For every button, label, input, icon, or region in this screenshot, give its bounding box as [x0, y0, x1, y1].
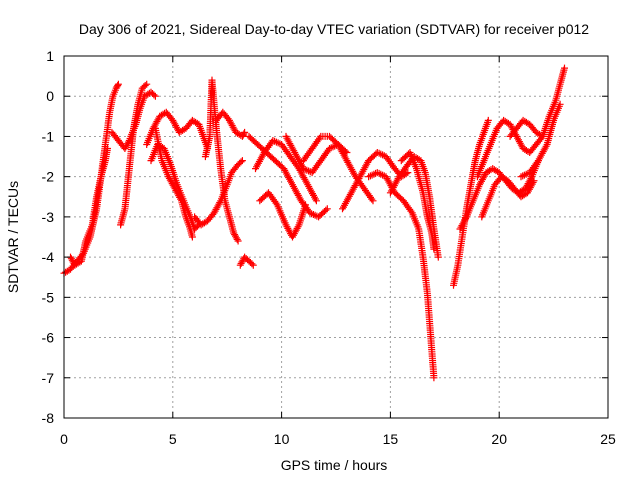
- plus-markers: [506, 64, 568, 140]
- plus-markers: [151, 124, 196, 241]
- plus-markers: [397, 149, 438, 253]
- series-arc-i: [191, 157, 246, 229]
- plus-markers: [365, 169, 438, 382]
- series-arc-r: [365, 169, 438, 382]
- series-arc-n: [256, 189, 309, 241]
- y-tick-label: 0: [46, 88, 54, 104]
- x-tick-label: 5: [169, 431, 177, 447]
- chart-title: Day 306 of 2021, Sidereal Day-to-day VTE…: [79, 21, 589, 37]
- series-arc-d: [117, 80, 151, 229]
- y-tick-label: -4: [42, 249, 55, 265]
- x-tick-label: 25: [600, 431, 616, 447]
- plus-markers: [473, 116, 547, 181]
- plus-markers: [117, 80, 151, 229]
- series-arc-k: [236, 253, 257, 269]
- series-arc-e: [143, 108, 212, 152]
- plus-markers: [191, 157, 246, 229]
- plus-markers: [478, 173, 538, 221]
- x-tick-label: 0: [60, 431, 68, 447]
- plus-markers: [252, 137, 320, 205]
- y-tick-label: -7: [42, 370, 55, 386]
- plus-markers: [236, 253, 257, 269]
- x-tick-label: 20: [491, 431, 507, 447]
- y-tick-label: -1: [42, 128, 55, 144]
- series-arc-y: [506, 64, 568, 140]
- series-arc-w: [473, 116, 547, 181]
- series-arc-g: [151, 124, 196, 241]
- y-tick-label: -5: [42, 289, 55, 305]
- plus-markers: [517, 100, 564, 181]
- axis-ticks: 0 5 10 15 20 25 -8 -7 -6 -5 -4 -3 -2 -1 0 1: [42, 48, 616, 447]
- plus-markers: [386, 153, 442, 261]
- x-tick-label: 10: [274, 431, 290, 447]
- x-axis-label: GPS time / hours: [281, 457, 388, 473]
- plus-markers: [212, 108, 249, 140]
- plus-markers: [67, 145, 111, 269]
- y-tick-label: -2: [42, 169, 55, 185]
- series-arc-x: [478, 173, 538, 221]
- plus-markers: [143, 108, 212, 152]
- data-points: [60, 64, 568, 382]
- series-arc-j: [212, 108, 249, 140]
- series-arc-t: [397, 149, 438, 253]
- y-tick-label: -6: [42, 330, 55, 346]
- x-tick-label: 15: [383, 431, 399, 447]
- y-tick-label: -8: [42, 410, 55, 426]
- series-arc-s: [386, 153, 442, 261]
- plot-frame: [63, 55, 609, 419]
- plus-markers: [256, 189, 309, 241]
- series-arc-b: [67, 145, 111, 269]
- y-tick-label: -3: [42, 209, 55, 225]
- series-arc-z: [517, 100, 564, 181]
- y-axis-label: SDTVAR / TECUs: [5, 181, 21, 293]
- y-tick-label: 1: [46, 48, 54, 64]
- series-arc-m: [252, 137, 320, 205]
